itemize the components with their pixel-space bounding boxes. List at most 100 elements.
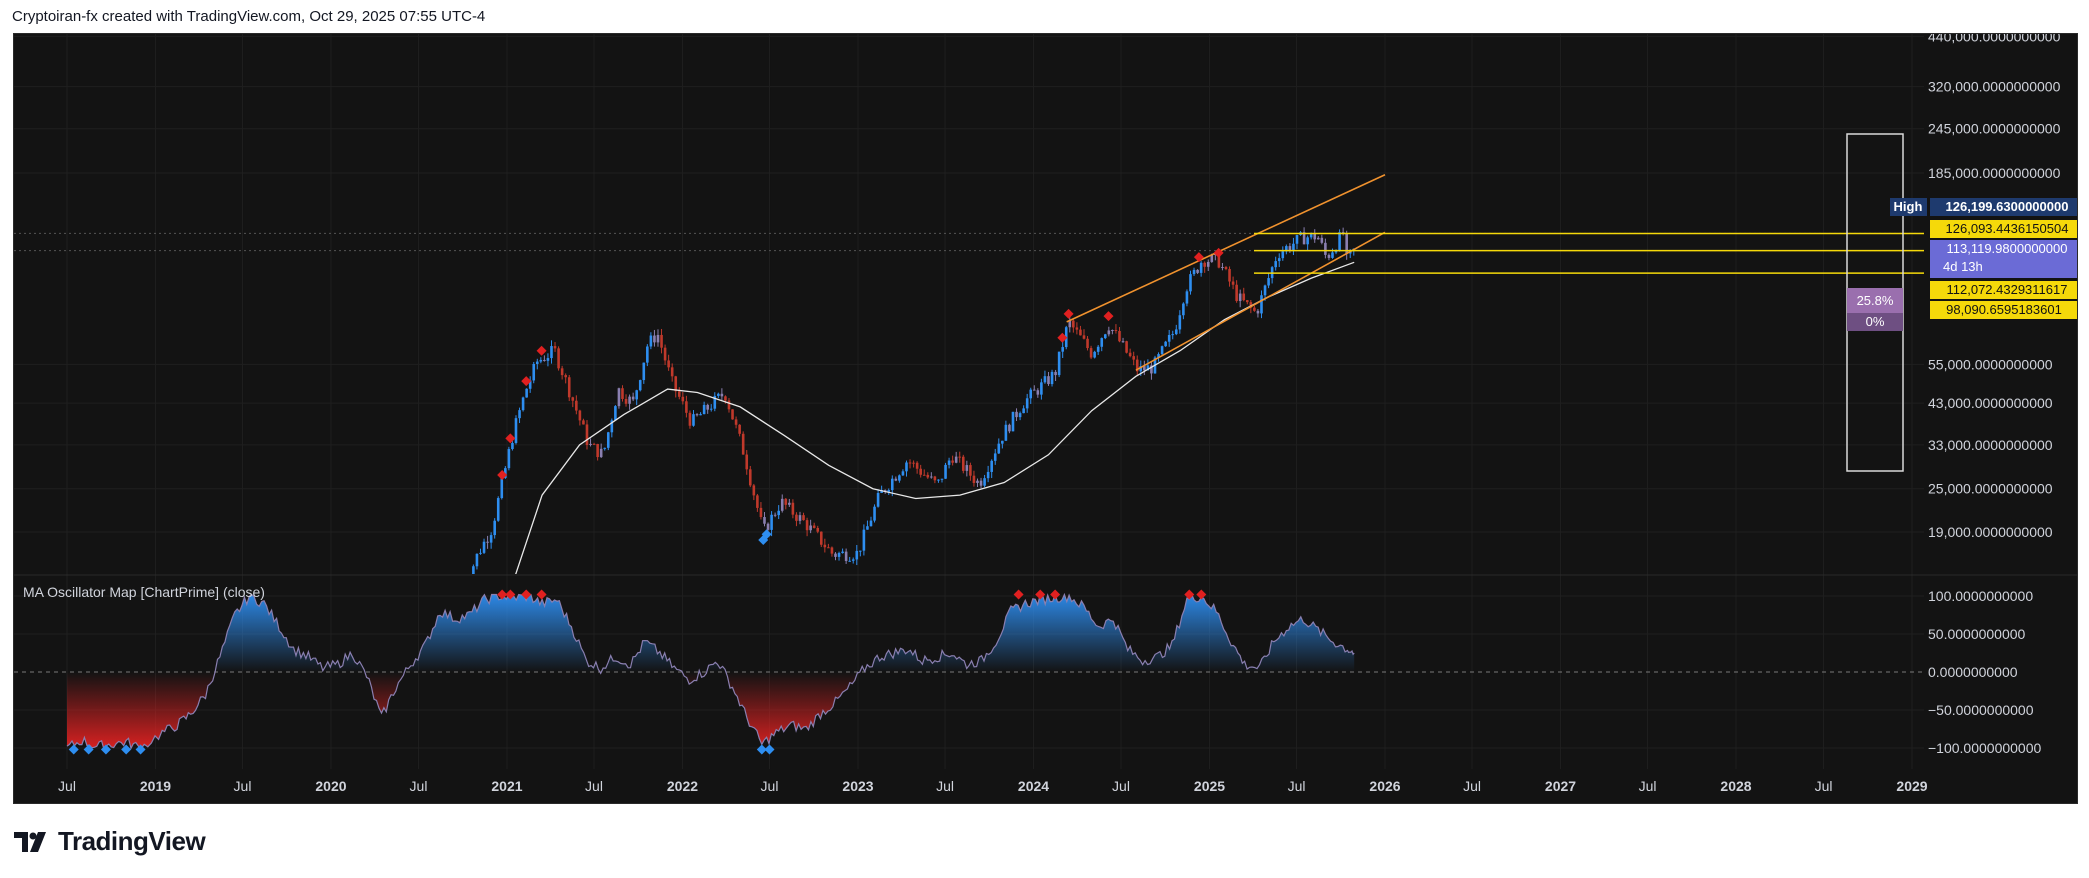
- candle-body: [809, 525, 812, 531]
- candle-body: [575, 400, 578, 411]
- candle-body: [1061, 347, 1064, 352]
- candle-body: [866, 526, 869, 530]
- candle-body: [532, 363, 536, 381]
- candle-body: [617, 388, 621, 407]
- candle-body: [720, 393, 724, 397]
- candle-body: [504, 468, 507, 478]
- oscillator-sell-diamond: [536, 589, 547, 600]
- candle-body: [635, 390, 638, 400]
- oscillator-axis[interactable]: 100.0000000000 50.0000000000 0.0000000000 −…: [1928, 588, 2041, 756]
- candle-body: [1217, 253, 1221, 268]
- time-tick-label: 2029: [1896, 778, 1927, 794]
- measure-pct-bottom: 0%: [1866, 314, 1885, 329]
- candle-body: [1324, 242, 1327, 255]
- candle-body: [1292, 243, 1295, 251]
- candle-body: [731, 409, 734, 420]
- candle-body: [1157, 354, 1160, 358]
- candle-body: [986, 471, 990, 479]
- oscillator-tick-label: 0.0000000000: [1928, 664, 2018, 680]
- candle-body: [905, 462, 908, 472]
- candle-body: [1277, 258, 1281, 262]
- candle-body: [873, 506, 876, 521]
- candle-body: [670, 367, 674, 377]
- time-tick-label: Jul: [1288, 778, 1306, 794]
- chart-frame[interactable]: 25.8% 0% MA Oscillator Map [ChartPrime] …: [13, 33, 2078, 804]
- horizontal-levels[interactable]: [14, 232, 1924, 274]
- oscillator-sell-diamond: [1196, 589, 1207, 600]
- level-tag-4: [1930, 301, 2077, 319]
- tradingview-logo[interactable]: TradingView: [14, 826, 206, 857]
- candle-body: [788, 502, 791, 505]
- candle-body: [582, 420, 585, 425]
- candle-body: [621, 388, 624, 399]
- time-tick-label: Jul: [761, 778, 779, 794]
- price-tick-label: 245,000.0000000000: [1928, 121, 2061, 137]
- candle-body: [592, 443, 596, 445]
- candle-body: [482, 541, 486, 553]
- candle-body: [535, 361, 539, 364]
- candle-countdown: 4d 13h: [1943, 259, 1983, 274]
- time-tick-label: Jul: [1112, 778, 1130, 794]
- candle-body: [486, 541, 489, 543]
- candle-body: [557, 348, 560, 369]
- candle-body: [461, 592, 464, 593]
- candle-body: [1331, 252, 1334, 258]
- candle-body: [876, 492, 880, 507]
- oscillator-signal-markers: [68, 589, 1207, 755]
- price-axis[interactable]: 440,000.0000000000 320,000.0000000000 245,…: [1928, 34, 2061, 540]
- candle-body: [1260, 295, 1263, 314]
- candle-body: [894, 478, 898, 481]
- candle-body: [1032, 389, 1036, 391]
- candle-body: [1004, 424, 1008, 441]
- measure-tool[interactable]: 25.8% 0%: [1846, 133, 1904, 472]
- candle-body: [1302, 232, 1306, 245]
- candle-body: [1150, 365, 1153, 374]
- candle-body: [1228, 269, 1231, 282]
- candle-body: [653, 335, 656, 343]
- candle-body: [1043, 376, 1047, 383]
- measure-box-bottom-band: [1847, 313, 1903, 331]
- candle-body: [660, 334, 663, 348]
- sell-signal-diamond: [521, 376, 532, 387]
- level-tag-3: [1930, 281, 2077, 299]
- candle-body: [472, 566, 475, 574]
- candle-body: [1334, 250, 1338, 253]
- candle-body: [599, 448, 603, 458]
- candle-body: [1111, 330, 1114, 332]
- candle-body: [954, 456, 958, 463]
- candle-body: [1107, 330, 1111, 335]
- time-tick-label: 2019: [140, 778, 171, 794]
- candle-body: [756, 495, 759, 508]
- chart-canvas[interactable]: 25.8% 0% MA Oscillator Map [ChartPrime] …: [14, 34, 2077, 803]
- candle-body: [1267, 278, 1270, 286]
- candle-body: [606, 432, 610, 448]
- candle-body: [596, 443, 599, 458]
- candle-body: [1022, 408, 1025, 414]
- price-channel[interactable]: [1066, 173, 1386, 371]
- candle-body: [500, 477, 504, 499]
- candle-body: [642, 362, 646, 381]
- signal-markers: [497, 247, 1224, 545]
- candle-body: [741, 433, 745, 455]
- candle-body: [972, 475, 976, 483]
- candle-body: [869, 520, 873, 527]
- candle-body: [1235, 284, 1238, 302]
- oscillator-title[interactable]: MA Oscillator Map [ChartPrime] (close): [23, 584, 265, 600]
- candle-body: [961, 456, 965, 471]
- time-tick-label: Jul: [1639, 778, 1657, 794]
- candle-body: [677, 391, 681, 397]
- time-axis[interactable]: Jul 2019 Jul 2020 Jul 2021 Jul 2022 Jul 2023 Jul 20…: [58, 778, 1928, 794]
- candle-body: [1206, 261, 1210, 267]
- channel-upper-line: [1066, 173, 1386, 323]
- measure-pct-top: 25.8%: [1857, 293, 1894, 308]
- candle-body: [965, 465, 969, 471]
- candle-body: [511, 442, 514, 450]
- candle-body: [1164, 341, 1167, 347]
- candle-body: [564, 375, 567, 378]
- candle-body: [1238, 293, 1242, 302]
- candle-body: [543, 359, 546, 361]
- brand-name: TradingView: [58, 826, 206, 856]
- candle-body: [1075, 327, 1079, 330]
- candle-body: [738, 424, 741, 434]
- candle-body: [496, 498, 500, 521]
